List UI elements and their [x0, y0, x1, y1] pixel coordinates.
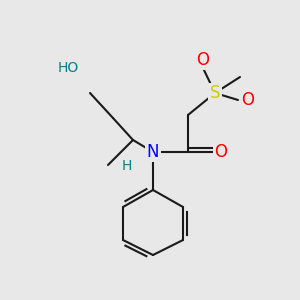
Text: H: H — [122, 159, 132, 173]
Text: N: N — [147, 143, 159, 161]
Text: O: O — [214, 143, 227, 161]
Text: O: O — [196, 51, 209, 69]
Text: HO: HO — [57, 61, 79, 75]
Text: S: S — [210, 84, 220, 102]
Text: O: O — [242, 91, 254, 109]
